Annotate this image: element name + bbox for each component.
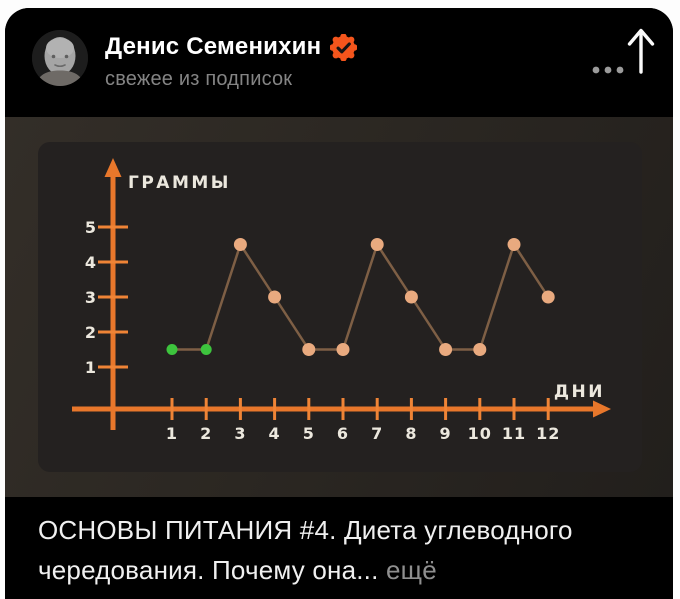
- y-axis-arrow: [104, 158, 122, 177]
- avatar[interactable]: [32, 30, 88, 86]
- data-point: [370, 238, 384, 251]
- y-tick-label: 4: [85, 253, 97, 272]
- x-tick-label: 1: [166, 424, 178, 443]
- x-tick-label: 5: [303, 424, 315, 443]
- y-axis-title: ГРАММЫ: [128, 173, 231, 193]
- channel-info[interactable]: Денис Семенихин свежее из подписок: [105, 32, 358, 91]
- x-axis-title: ДНИ: [554, 382, 605, 402]
- x-tick-label: 6: [337, 424, 349, 443]
- data-point: [233, 238, 247, 251]
- data-point: [404, 290, 418, 304]
- x-axis-arrow: [593, 400, 611, 418]
- x-tick-label: 7: [371, 424, 383, 443]
- data-point: [473, 343, 487, 356]
- video-thumbnail[interactable]: 1 2 3 4 5 1 2 3 4 5 6 7 8 9 10 11 12 ГРАММЫ ДНИ: [5, 117, 673, 497]
- channel-name: Денис Семенихин: [105, 32, 322, 60]
- data-point: [166, 344, 178, 355]
- series-line: [172, 241, 550, 351]
- x-tick-label: 3: [234, 424, 246, 443]
- x-tick-label: 10: [468, 424, 492, 443]
- x-tick-label: 8: [405, 424, 417, 443]
- chart-panel: [38, 142, 642, 472]
- data-point: [336, 343, 350, 356]
- ellipsis-icon: [592, 66, 624, 74]
- more-options-button[interactable]: [589, 60, 627, 80]
- x-tick-label: 9: [440, 424, 452, 443]
- caption-text: ОСНОВЫ ПИТАНИЯ #4. Диета углеводного чер…: [38, 515, 573, 585]
- y-tick-label: 1: [85, 358, 97, 377]
- data-point: [302, 343, 316, 356]
- x-tick-label: 2: [200, 424, 212, 443]
- x-tick-label: 4: [269, 424, 281, 443]
- arrow-up-icon: [627, 28, 655, 74]
- x-tick-label: 11: [502, 424, 526, 443]
- data-point: [541, 290, 555, 304]
- data-point: [439, 343, 453, 356]
- post-header: Денис Семенихин свежее из подписок: [5, 8, 673, 117]
- expand-caption-link[interactable]: ещё: [385, 555, 437, 585]
- channel-name-row: Денис Семенихин: [105, 32, 358, 61]
- post-caption: ОСНОВЫ ПИТАНИЯ #4. Диета углеводного чер…: [5, 497, 673, 599]
- avatar-photo: [32, 30, 88, 86]
- y-tick-label: 2: [85, 323, 97, 342]
- post-card: Денис Семенихин свежее из подписок: [5, 8, 673, 599]
- y-tick-label: 3: [85, 288, 97, 307]
- feed-context-label: свежее из подписок: [105, 68, 293, 90]
- x-tick-label: 12: [536, 424, 560, 443]
- share-button[interactable]: [615, 20, 659, 78]
- verified-icon: [330, 34, 358, 61]
- data-point: [507, 238, 521, 251]
- data-point: [200, 344, 212, 355]
- y-tick-label: 5: [85, 218, 97, 237]
- data-point: [268, 290, 282, 304]
